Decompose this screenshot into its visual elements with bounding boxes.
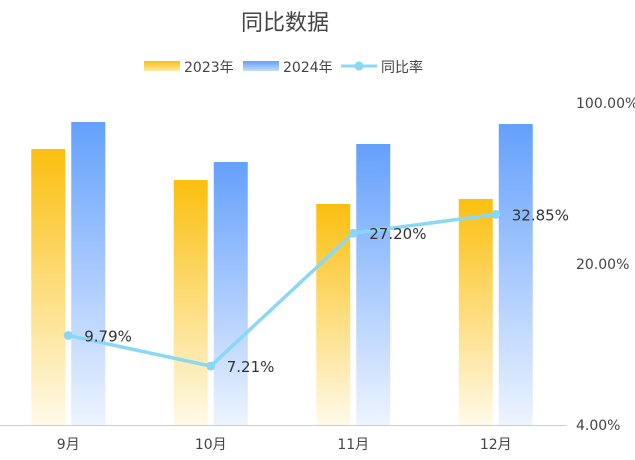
bar-2023年-11月[interactable] [316,204,351,425]
x-axis-tick-label: 10月 [195,437,227,453]
bar-2024年-12月[interactable] [498,124,533,425]
yoy-point[interactable] [491,209,501,219]
legend-label-2024[interactable]: 2024年 [283,60,333,76]
bar-2024年-10月[interactable] [213,162,248,425]
bar-2023年-9月[interactable] [31,149,66,425]
legend-marker-yoy [354,61,364,71]
yoy-data-label: 9.79% [84,327,132,345]
right-axis-tick-label: 4.00% [576,418,620,434]
legend-swatch-2024 [243,61,279,71]
bar-2024年-9月[interactable] [71,122,106,425]
yoy-data-label: 27.20% [369,225,426,243]
right-axis-tick-label: 100.00% [576,96,635,112]
bar-2024年-11月[interactable] [356,144,391,425]
x-axis-tick-label: 9月 [57,437,80,453]
legend-label-yoy[interactable]: 同比率 [381,59,423,76]
yoy-data-label: 32.85% [512,206,569,224]
right-axis-tick-label: 20.00% [576,257,629,273]
x-axis-tick-label: 12月 [480,437,512,453]
yoy-point[interactable] [348,228,358,238]
yoy-point[interactable] [63,330,73,340]
legend: 2023年 2024年 同比率 [144,59,423,76]
yoy-data-label: 7.21% [227,358,275,376]
legend-label-2023[interactable]: 2023年 [184,60,234,76]
bar-2023年-10月[interactable] [173,180,208,425]
legend-swatch-2023 [144,61,180,71]
chart-title: 同比数据 [241,11,329,36]
x-axis-tick-label: 11月 [337,437,369,453]
yoy-point[interactable] [206,361,216,371]
bar-2023年-12月[interactable] [458,199,493,425]
yoy-line [67,212,496,368]
